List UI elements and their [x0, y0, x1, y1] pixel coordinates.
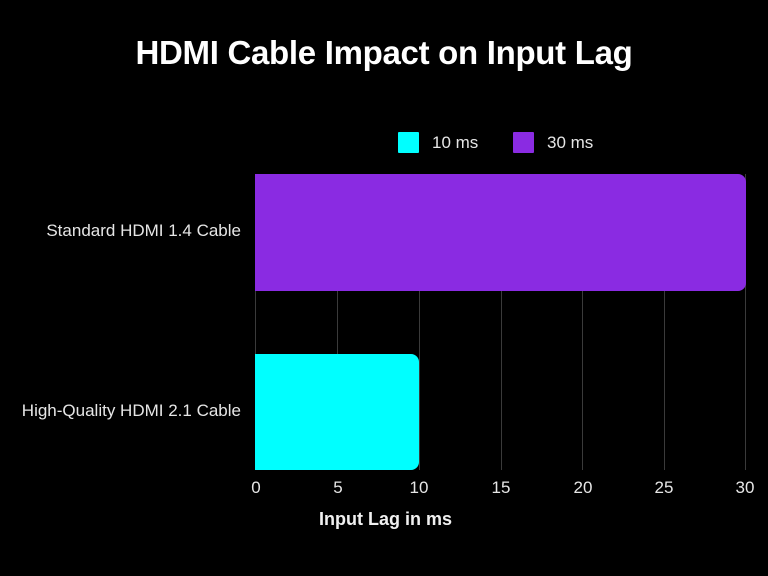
legend-label: 30 ms: [547, 132, 594, 152]
x-tick: 15: [491, 478, 511, 497]
category-label-high-quality: High-Quality HDMI 2.1 Cable: [21, 401, 241, 420]
bar-high-quality-hdmi-2-1: [255, 354, 419, 470]
legend: 10 ms 30 ms: [0, 132, 768, 156]
gridline: [745, 174, 746, 470]
legend-swatch-purple: [513, 132, 534, 153]
x-tick: 20: [573, 478, 593, 497]
x-tick: 30: [735, 478, 755, 497]
bar-standard-hdmi-1-4: [255, 174, 746, 291]
x-axis-label: Input Lag in ms: [319, 509, 452, 529]
legend-item-10ms: 10 ms: [398, 132, 478, 153]
x-tick: 10: [409, 478, 429, 497]
legend-item-30ms: 30 ms: [513, 132, 593, 153]
gridline: [337, 174, 338, 470]
legend-label: 10 ms: [432, 132, 479, 152]
gridline: [582, 174, 583, 470]
gridline: [664, 174, 665, 470]
chart-title: HDMI Cable Impact on Input Lag: [135, 34, 633, 71]
plot-area: [255, 174, 746, 470]
legend-swatch-cyan: [398, 132, 419, 153]
x-tick: 0: [251, 478, 261, 497]
gridline: [255, 174, 256, 470]
x-tick: 25: [654, 478, 674, 497]
gridline: [419, 174, 420, 470]
gridline: [501, 174, 502, 470]
x-tick: 5: [333, 478, 343, 497]
category-label-standard: Standard HDMI 1.4 Cable: [46, 221, 241, 240]
